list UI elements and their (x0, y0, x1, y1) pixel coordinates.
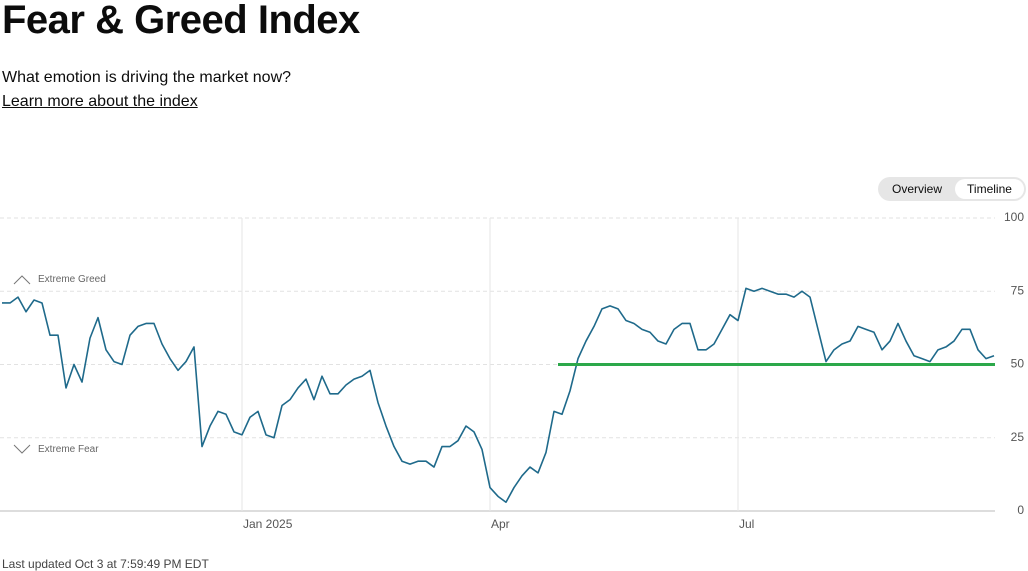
learn-more-link[interactable]: Learn more about the index (2, 93, 198, 110)
annotation: Extreme Fear (38, 444, 99, 455)
overview-tab[interactable]: Overview (891, 182, 942, 196)
y-tick-label: 75 (1011, 283, 1025, 297)
last-updated: Last updated Oct 3 at 7:59:49 PM EDT (2, 557, 209, 571)
x-tick-label: Jan 2025 (243, 517, 293, 531)
y-tick-label: 100 (1004, 210, 1024, 224)
annotation: Extreme Greed (38, 274, 106, 285)
index-line (2, 287, 995, 504)
subtitle: What emotion is driving the market now? (2, 69, 292, 86)
y-tick-label: 50 (1011, 357, 1025, 371)
timeline-tab[interactable]: Timeline (955, 179, 1024, 199)
x-tick-label: Apr (491, 517, 510, 531)
fear-arrow-icon (13, 444, 31, 454)
page-title: Fear & Greed Index (2, 0, 360, 42)
chart: 0 25 50 75 100 Jan 2025 Apr Jul Extreme Greed Ext… (0, 210, 1025, 531)
y-tick-label: 0 (1017, 503, 1024, 517)
y-tick-label: 25 (1011, 430, 1025, 444)
greed-arrow-icon (13, 275, 31, 285)
x-tick-label: Jul (739, 517, 754, 531)
tab-switch: Overview Timeline (878, 177, 1026, 201)
